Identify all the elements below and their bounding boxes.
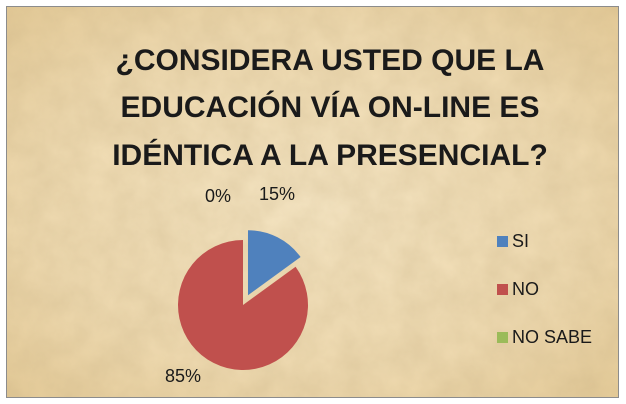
legend-swatch: [497, 236, 508, 247]
legend-swatch: [497, 284, 508, 295]
chart-title: ¿CONSIDERA USTED QUE LA: [116, 44, 545, 77]
legend-label: SI: [512, 231, 529, 251]
legend-label: NO: [512, 279, 539, 299]
pie-slice: [178, 240, 308, 370]
data-label: 0%: [205, 186, 231, 206]
data-label: 15%: [259, 184, 295, 204]
pie-slice: [247, 230, 301, 296]
chart-title: EDUCACIÓN VÍA ON-LINE ES: [121, 90, 540, 124]
chart-title: IDÉNTICA A LA PRESENCIAL?: [112, 138, 548, 172]
data-label: 85%: [165, 366, 201, 386]
texture: [7, 7, 618, 397]
legend-swatch: [497, 332, 508, 343]
legend-label: NO SABE: [512, 327, 592, 347]
